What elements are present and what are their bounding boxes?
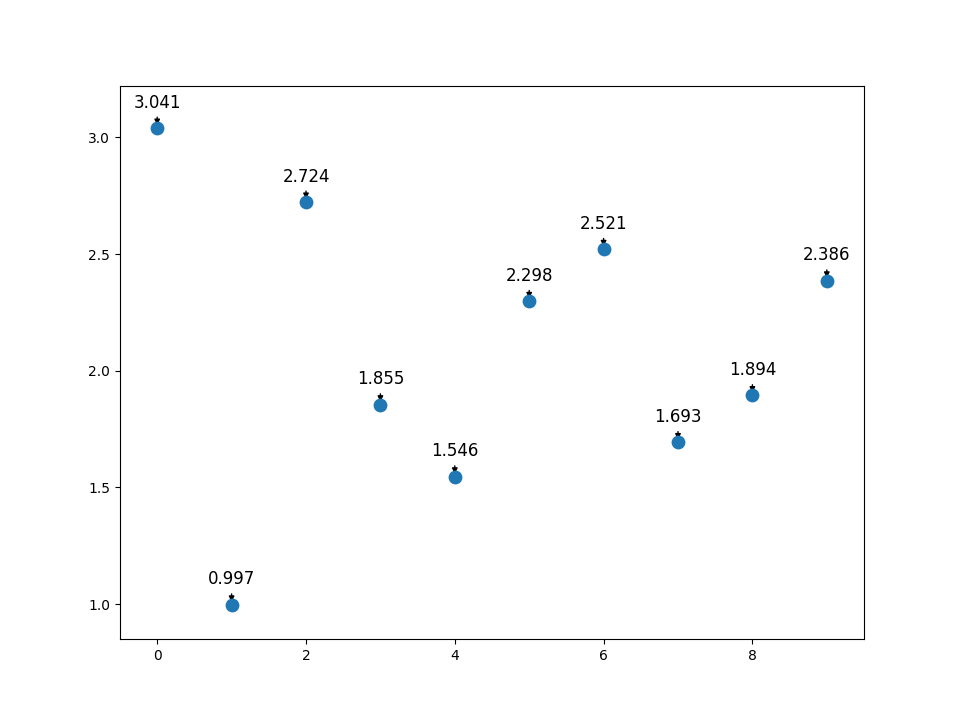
- Point: [372, 398, 388, 410]
- Point: [819, 275, 834, 286]
- Text: 1.693: 1.693: [655, 408, 702, 438]
- Text: 2.298: 2.298: [506, 267, 553, 297]
- Text: 1.855: 1.855: [357, 370, 404, 400]
- Point: [150, 122, 165, 134]
- Text: 1.894: 1.894: [729, 361, 776, 391]
- Point: [447, 471, 463, 482]
- Text: 2.724: 2.724: [282, 167, 329, 197]
- Text: 1.546: 1.546: [431, 442, 478, 472]
- Text: 2.386: 2.386: [804, 246, 851, 276]
- Text: 3.041: 3.041: [133, 93, 180, 123]
- Point: [670, 437, 685, 448]
- Point: [521, 296, 537, 307]
- Point: [596, 243, 612, 255]
- Point: [224, 599, 239, 610]
- Point: [299, 196, 314, 208]
- Text: 2.521: 2.521: [580, 215, 628, 245]
- Text: 0.997: 0.997: [208, 570, 255, 600]
- Point: [745, 390, 760, 401]
